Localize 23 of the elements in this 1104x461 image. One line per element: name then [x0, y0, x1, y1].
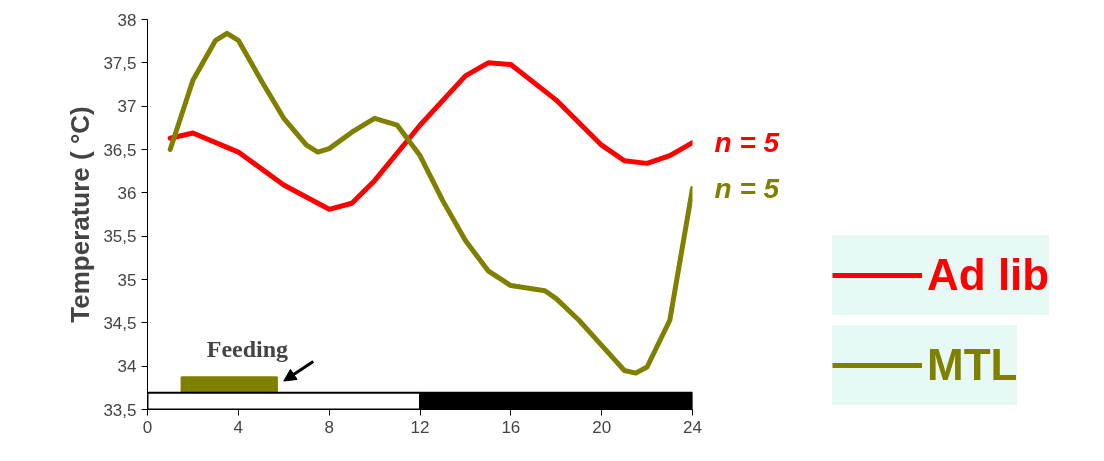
- y-tick-label: 37: [117, 97, 137, 117]
- y-tick-label: 34,5: [103, 313, 137, 333]
- y-tick-label: 33,5: [103, 400, 137, 420]
- y-tick-label: 37,5: [103, 53, 137, 73]
- annotation: n = 5: [714, 173, 780, 204]
- legend-label: Ad lib: [927, 249, 1050, 301]
- y-tick-label: 35,5: [103, 227, 137, 247]
- legend-label: MTL: [927, 339, 1018, 391]
- band-label: Feeding: [206, 335, 289, 362]
- annotation: n = 5: [714, 127, 780, 159]
- x-tick-label: 24: [683, 417, 702, 437]
- y-tick-label: 36: [117, 183, 137, 203]
- x-tick-label: 0: [142, 417, 153, 437]
- x-tick-label: 20: [592, 417, 612, 437]
- x-tick-label: 12: [410, 417, 430, 437]
- y-tick-label: 36,5: [103, 140, 137, 160]
- x-tick-label: 8: [324, 417, 334, 437]
- y-tick-label: 34: [117, 357, 137, 377]
- x-tick-label: 16: [501, 417, 521, 437]
- y-tick-label: 35: [117, 270, 137, 290]
- y-tick-label: 38: [117, 10, 137, 30]
- y-axis-title: Temperature ( °C): [65, 106, 96, 323]
- x-tick-label: 4: [233, 417, 244, 437]
